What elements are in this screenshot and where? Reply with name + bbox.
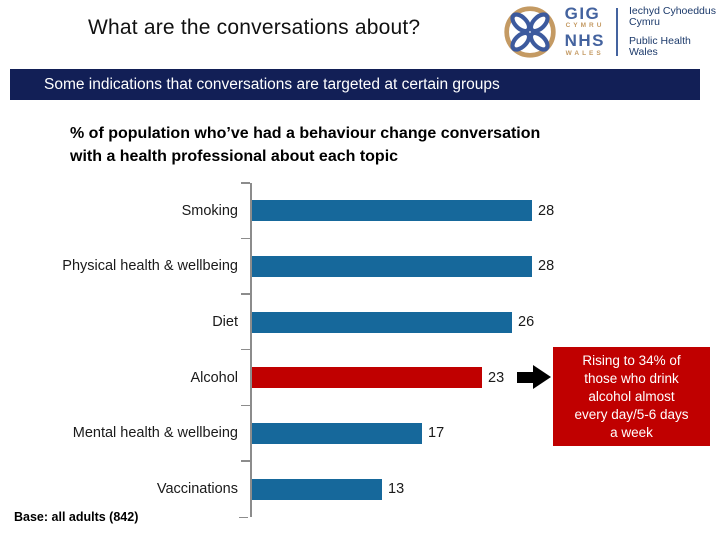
arrow-head — [533, 365, 551, 389]
logo-welsh-name: Iechyd Cyhoeddus Cymru — [629, 4, 716, 28]
bar-alcohol — [252, 367, 482, 389]
bar-track: 13 — [241, 460, 720, 517]
logo-wales-text: WALES — [565, 49, 604, 57]
chart-row-vaccinations: Vaccinations 13 — [0, 460, 720, 517]
logo-english-name: Public Health Wales — [629, 34, 691, 58]
chart-row-diet: Diet 26 — [0, 293, 720, 350]
callout-arrow-icon — [517, 365, 551, 390]
category-label: Physical health & wellbeing — [62, 258, 238, 275]
value-label: 13 — [388, 481, 405, 498]
chart-row-mental-health: Mental health & wellbeing 17 — [0, 404, 720, 462]
category-label: Diet — [212, 314, 238, 331]
logo-org-names: Iechyd Cyhoeddus Cymru Public Health Wal… — [629, 4, 716, 59]
logo-gig-text: GIG — [564, 3, 601, 23]
page-title: What are the conversations about? — [88, 16, 421, 39]
bar-vaccinations — [252, 478, 382, 500]
bar-track: 26 — [241, 293, 720, 350]
value-label: 28 — [538, 258, 555, 275]
category-label: Smoking — [181, 202, 238, 219]
value-label: 23 — [488, 369, 505, 386]
bar-chart: Smoking 28 Physical health & wellbeing 2… — [0, 182, 720, 518]
value-label: 28 — [538, 202, 555, 219]
category-label: Alcohol — [190, 369, 238, 386]
chart-row-physical-health: Physical health & wellbeing 28 — [0, 237, 720, 295]
base-note: Base: all adults (842) — [14, 510, 139, 524]
chart-row-alcohol: Alcohol 23 — [0, 348, 720, 406]
logo-divider — [616, 8, 619, 56]
category-label: Mental health & wellbeing — [72, 425, 238, 442]
logo-cymru-text: CYMRU — [565, 22, 605, 29]
chart-row-smoking: Smoking 28 — [0, 182, 720, 239]
nhs-wales-dragon-emblem-icon — [503, 6, 556, 58]
bar-diet — [252, 311, 512, 333]
value-label: 17 — [428, 425, 445, 442]
public-health-wales-logo: GIG CYMRU NHS WALES Iechyd Cyhoeddus Cym… — [502, 4, 716, 60]
bar-physical-health — [252, 255, 532, 277]
bar-track: 23 — [241, 348, 720, 406]
value-label: 26 — [518, 314, 535, 331]
bar-track: 28 — [241, 237, 720, 295]
arrow-shaft — [517, 372, 534, 383]
bar-track: 17 — [241, 404, 720, 462]
nhs-wales-wordmark: GIG CYMRU NHS WALES — [565, 5, 605, 60]
chart-heading: % of population who’ve had a behaviour c… — [70, 125, 541, 165]
alcohol-callout-box: Rising to 34% of those who drink alcohol… — [553, 347, 710, 446]
bar-mental-health — [252, 422, 422, 444]
logo-nhs-text: NHS — [564, 31, 606, 50]
bar-smoking — [252, 200, 532, 222]
category-label: Vaccinations — [156, 481, 238, 498]
section-banner: Some indications that conversations are … — [10, 69, 700, 100]
bar-track: 28 — [241, 182, 720, 239]
